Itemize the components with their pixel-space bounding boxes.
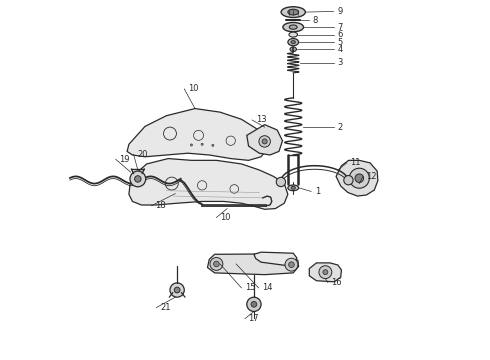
Text: 16: 16 <box>331 278 342 287</box>
Circle shape <box>262 139 267 144</box>
Polygon shape <box>127 109 268 160</box>
Text: 2: 2 <box>337 123 343 132</box>
Text: 17: 17 <box>248 314 259 323</box>
Ellipse shape <box>291 186 295 189</box>
Circle shape <box>251 301 257 307</box>
Polygon shape <box>309 263 342 282</box>
Circle shape <box>135 176 141 182</box>
Text: 15: 15 <box>245 283 255 292</box>
Text: 5: 5 <box>337 37 343 46</box>
Text: 9: 9 <box>337 7 343 16</box>
Text: 13: 13 <box>256 116 267 125</box>
Ellipse shape <box>288 39 298 46</box>
Polygon shape <box>254 252 297 266</box>
Circle shape <box>323 270 328 275</box>
Polygon shape <box>129 158 288 209</box>
Text: 8: 8 <box>313 16 318 25</box>
Ellipse shape <box>289 25 297 29</box>
Text: 10: 10 <box>220 213 230 222</box>
Text: 10: 10 <box>188 84 198 93</box>
Ellipse shape <box>291 41 295 44</box>
Text: 4: 4 <box>337 45 343 54</box>
Ellipse shape <box>288 9 298 15</box>
Text: 6: 6 <box>337 30 343 39</box>
Circle shape <box>349 168 369 188</box>
Circle shape <box>210 257 223 270</box>
Ellipse shape <box>281 7 305 18</box>
Circle shape <box>247 297 261 311</box>
Circle shape <box>344 176 353 185</box>
Circle shape <box>319 266 332 279</box>
Ellipse shape <box>290 47 296 51</box>
Circle shape <box>276 177 286 186</box>
Ellipse shape <box>289 32 297 37</box>
Text: 11: 11 <box>350 158 361 167</box>
Text: 12: 12 <box>367 172 377 181</box>
Polygon shape <box>207 254 298 275</box>
Circle shape <box>285 258 298 271</box>
Circle shape <box>201 143 203 145</box>
Circle shape <box>174 287 180 293</box>
Text: 20: 20 <box>137 150 147 159</box>
Circle shape <box>355 174 364 183</box>
Text: 21: 21 <box>160 303 171 312</box>
Text: 19: 19 <box>119 155 130 164</box>
Text: 1: 1 <box>315 187 320 196</box>
Ellipse shape <box>288 185 298 191</box>
Polygon shape <box>336 160 378 196</box>
Ellipse shape <box>283 22 304 32</box>
Text: 7: 7 <box>337 23 343 32</box>
Circle shape <box>214 261 220 267</box>
Circle shape <box>289 262 294 267</box>
Circle shape <box>212 144 214 147</box>
Circle shape <box>190 144 193 146</box>
Text: 18: 18 <box>155 201 166 210</box>
Circle shape <box>170 283 184 297</box>
Circle shape <box>259 136 270 147</box>
Text: 14: 14 <box>262 283 272 292</box>
Circle shape <box>130 171 146 187</box>
Polygon shape <box>247 125 283 155</box>
Text: 3: 3 <box>337 58 343 67</box>
